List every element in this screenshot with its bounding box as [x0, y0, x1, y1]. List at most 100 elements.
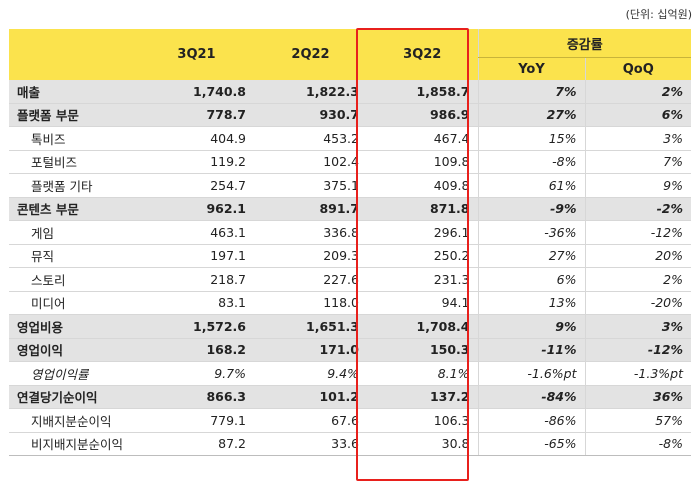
row-label: 톡비즈 [9, 126, 139, 151]
cell-3q21: 1,572.6 [139, 314, 254, 339]
cell-2q22: 33.6 [254, 432, 367, 456]
cell-yoy: 61% [477, 173, 585, 198]
cell-3q22: 106.3 [367, 408, 478, 433]
cell-qoq: 36% [584, 385, 692, 409]
cell-3q21: 197.1 [139, 244, 254, 268]
table-row: 비지배지분순이익 87.2 33.6 30.8 -65% -8% [9, 432, 692, 456]
cell-3q22: 8.1% [367, 361, 478, 386]
cell-3q21: 119.2 [139, 150, 254, 174]
cell-3q21: 254.7 [139, 173, 254, 198]
table-row: 스토리 218.7 227.6 231.3 6% 2% [9, 267, 692, 292]
table-row: 매출 1,740.8 1,822.3 1,858.7 7% 2% [9, 80, 692, 104]
cell-3q22: 150.3 [367, 338, 478, 362]
cell-3q22: 94.1 [367, 291, 478, 315]
cell-yoy: 27% [477, 244, 585, 268]
header-yoy: YoY [477, 57, 585, 80]
row-label: 뮤직 [9, 244, 139, 268]
cell-2q22: 9.4% [254, 361, 367, 386]
table-row: 연결당기순이익 866.3 101.2 137.2 -84% 36% [9, 385, 692, 409]
cell-3q21: 83.1 [139, 291, 254, 315]
cell-3q22: 986.9 [367, 103, 478, 127]
table-row: 포털비즈 119.2 102.4 109.8 -8% 7% [9, 150, 692, 174]
cell-2q22: 930.7 [254, 103, 367, 127]
cell-qoq: -12% [584, 338, 692, 362]
row-label: 지배지분순이익 [9, 408, 139, 433]
row-label: 콘텐츠 부문 [9, 197, 139, 221]
cell-yoy: 7% [477, 80, 585, 104]
cell-3q21: 1,740.8 [139, 80, 254, 104]
cell-yoy: -1.6%pt [477, 361, 585, 386]
cell-qoq: -1.3%pt [584, 361, 692, 386]
cell-yoy: -8% [477, 150, 585, 174]
table-row: 톡비즈 404.9 453.2 467.4 15% 3% [9, 126, 692, 151]
cell-2q22: 102.4 [254, 150, 367, 174]
table-body: 매출 1,740.8 1,822.3 1,858.7 7% 2% 플랫폼 부문 778.7 93… [9, 80, 692, 456]
cell-2q22: 227.6 [254, 267, 367, 292]
cell-qoq: 57% [584, 408, 692, 433]
cell-qoq: 20% [584, 244, 692, 268]
cell-3q22: 1,708.4 [367, 314, 478, 339]
row-label: 영업이익 [9, 338, 139, 362]
cell-yoy: 15% [477, 126, 585, 151]
cell-qoq: 7% [584, 150, 692, 174]
header-3q21: 3Q21 [139, 29, 254, 80]
cell-qoq: 6% [584, 103, 692, 127]
financial-table: 3Q21 2Q22 3Q22 증감률 YoY QoQ 매출 1,740.8 1,82… [9, 29, 692, 456]
cell-3q22: 296.1 [367, 220, 478, 245]
header-blank [9, 29, 139, 80]
header-2q22: 2Q22 [254, 29, 367, 80]
cell-yoy: -11% [477, 338, 585, 362]
cell-3q21: 866.3 [139, 385, 254, 409]
cell-3q21: 962.1 [139, 197, 254, 221]
table-row: 플랫폼 부문 778.7 930.7 986.9 27% 6% [9, 103, 692, 127]
cell-3q21: 218.7 [139, 267, 254, 292]
cell-yoy: -86% [477, 408, 585, 433]
cell-yoy: 6% [477, 267, 585, 292]
cell-2q22: 101.2 [254, 385, 367, 409]
table-row: 영업이익 168.2 171.0 150.3 -11% -12% [9, 338, 692, 362]
cell-2q22: 1,822.3 [254, 80, 367, 104]
cell-yoy: -84% [477, 385, 585, 409]
row-label: 포털비즈 [9, 150, 139, 174]
row-label: 플랫폼 기타 [9, 173, 139, 198]
cell-3q22: 871.8 [367, 197, 478, 221]
cell-2q22: 209.3 [254, 244, 367, 268]
cell-yoy: -65% [477, 432, 585, 456]
cell-3q21: 87.2 [139, 432, 254, 456]
cell-3q21: 404.9 [139, 126, 254, 151]
cell-qoq: 3% [584, 126, 692, 151]
row-label: 플랫폼 부문 [9, 103, 139, 127]
cell-3q22: 1,858.7 [367, 80, 478, 104]
cell-qoq: 2% [584, 80, 692, 104]
cell-yoy: -36% [477, 220, 585, 245]
cell-3q22: 409.8 [367, 173, 478, 198]
row-label: 연결당기순이익 [9, 385, 139, 409]
header-qoq: QoQ [584, 57, 692, 80]
cell-2q22: 1,651.3 [254, 314, 367, 339]
cell-qoq: -8% [584, 432, 692, 456]
cell-yoy: 13% [477, 291, 585, 315]
cell-yoy: -9% [477, 197, 585, 221]
cell-yoy: 27% [477, 103, 585, 127]
cell-3q22: 109.8 [367, 150, 478, 174]
row-label: 스토리 [9, 267, 139, 292]
cell-2q22: 118.0 [254, 291, 367, 315]
cell-3q22: 250.2 [367, 244, 478, 268]
header-change-group: 증감률 [477, 29, 692, 58]
cell-qoq: -12% [584, 220, 692, 245]
table-row: 영업이익률 9.7% 9.4% 8.1% -1.6%pt -1.3%pt [9, 361, 692, 386]
row-label: 비지배지분순이익 [9, 432, 139, 456]
unit-note: (단위: 십억원) [625, 8, 692, 21]
cell-3q21: 9.7% [139, 361, 254, 386]
table-row: 뮤직 197.1 209.3 250.2 27% 20% [9, 244, 692, 268]
cell-2q22: 375.1 [254, 173, 367, 198]
cell-3q21: 168.2 [139, 338, 254, 362]
cell-qoq: 3% [584, 314, 692, 339]
cell-3q21: 779.1 [139, 408, 254, 433]
cell-3q21: 463.1 [139, 220, 254, 245]
cell-2q22: 171.0 [254, 338, 367, 362]
header-3q22: 3Q22 [367, 29, 478, 80]
cell-3q22: 231.3 [367, 267, 478, 292]
cell-2q22: 891.7 [254, 197, 367, 221]
row-label: 게임 [9, 220, 139, 245]
